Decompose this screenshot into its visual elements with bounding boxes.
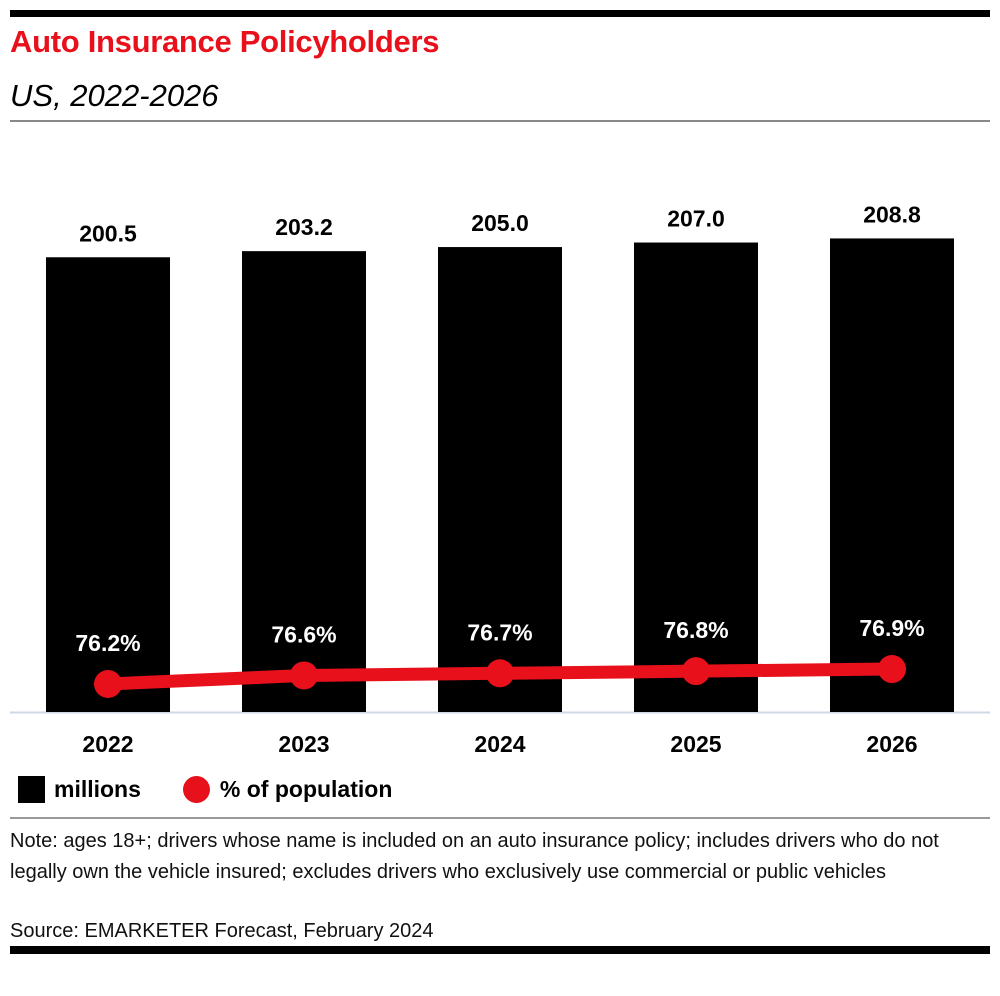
note-divider — [10, 817, 990, 819]
pct-label-2026: 76.9% — [859, 615, 924, 641]
bar-label-2025: 207.0 — [667, 206, 725, 232]
pct-point-2024 — [486, 659, 514, 688]
bar-label-2026: 208.8 — [863, 201, 921, 227]
x-tick-2026: 2026 — [866, 731, 917, 757]
source-text: Source: EMARKETER Forecast, February 202… — [10, 920, 434, 942]
bottom-rule — [10, 946, 990, 954]
top-rule — [10, 10, 990, 17]
x-tick-2022: 2022 — [82, 731, 133, 757]
note-text: Note: ages 18+; drivers whose name is in… — [10, 830, 939, 883]
bar-2023 — [242, 251, 366, 712]
bar-2024 — [438, 247, 562, 712]
legend-swatch-pct — [182, 776, 210, 803]
pct-point-2026 — [878, 655, 906, 684]
pct-point-2023 — [290, 661, 318, 690]
pct-point-2025 — [682, 657, 710, 686]
bar-label-2022: 200.5 — [79, 220, 137, 246]
chart-title: Auto Insurance Policyholders — [10, 24, 440, 59]
pct-label-2023: 76.6% — [271, 621, 336, 647]
bar-label-2024: 205.0 — [471, 210, 529, 236]
x-tick-2023: 2023 — [278, 731, 329, 757]
x-tick-2024: 2024 — [474, 731, 525, 757]
bar-label-2023: 203.2 — [275, 214, 333, 240]
bar-2022 — [46, 257, 170, 712]
legend-swatch-millions — [18, 776, 45, 803]
legend-label-pct: % of population — [219, 776, 393, 802]
pct-label-2022: 76.2% — [75, 630, 140, 656]
header-divider — [10, 120, 990, 122]
bar-2025 — [634, 242, 758, 713]
pct-label-2024: 76.7% — [467, 619, 532, 645]
legend-label-millions: millions — [54, 776, 141, 802]
pct-point-2022 — [94, 670, 122, 698]
pct-label-2025: 76.8% — [663, 617, 728, 643]
chart-area: 200.5 2022 203.2 2023 205.0 2024 207.0 2025 208.… — [10, 201, 990, 757]
chart-subtitle: US, 2022-2026 — [10, 78, 219, 113]
x-tick-2025: 2025 — [670, 731, 721, 757]
legend: millions % of population — [18, 776, 392, 803]
bar-2026 — [830, 238, 954, 713]
